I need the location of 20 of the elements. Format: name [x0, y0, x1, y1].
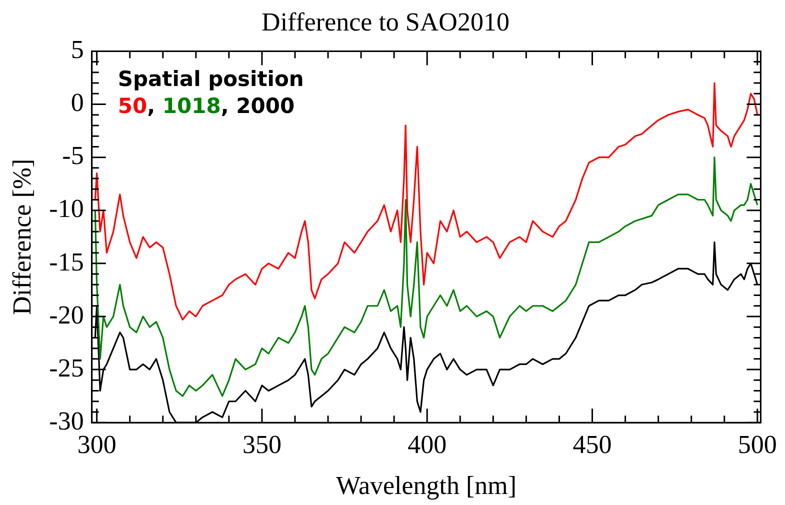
y-tick-label: -10 [49, 194, 84, 224]
x-tick-label: 500 [738, 430, 777, 460]
text: 50 [118, 94, 148, 118]
x-tick-label: 450 [572, 430, 612, 460]
y-tick-label: 0 [70, 88, 84, 118]
x-axis-title: Wavelength [nm] [336, 471, 517, 500]
y-tick-label: -5 [62, 141, 84, 170]
y-axis-title: Difference [%] [7, 158, 36, 315]
y-tick-label: -20 [49, 300, 84, 330]
y-tick-label: 5 [70, 35, 84, 64]
chart-title: Difference to SAO2010 [262, 7, 510, 36]
text: 2000 [236, 94, 295, 118]
annotation: , [220, 94, 229, 118]
y-tick-label: -25 [49, 353, 84, 382]
annotation: , [147, 94, 156, 118]
text: 1018 [162, 94, 221, 118]
x-tick-label: 400 [408, 430, 447, 460]
legend-title: Spatial position [118, 67, 304, 92]
x-tick-label: 350 [242, 430, 282, 460]
y-tick-label: -15 [49, 247, 84, 276]
